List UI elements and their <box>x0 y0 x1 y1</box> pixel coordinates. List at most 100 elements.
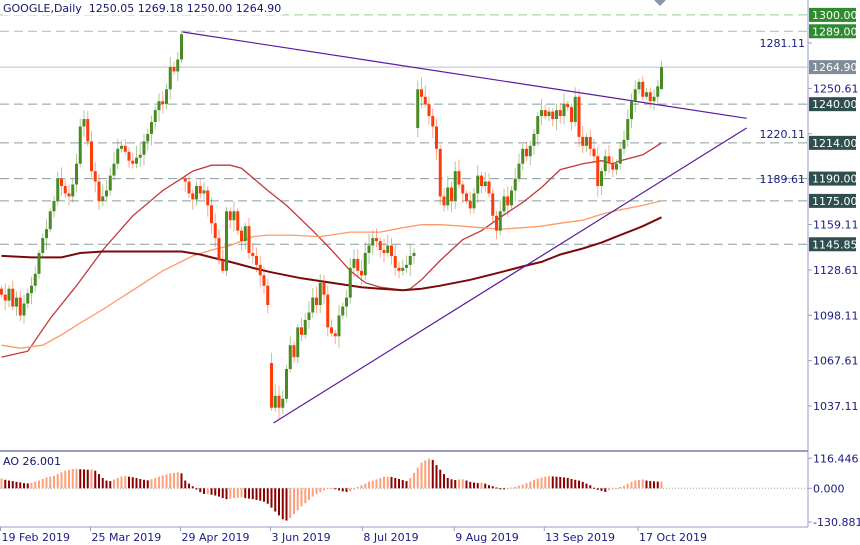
candle-bear[interactable] <box>93 171 97 182</box>
candle-bull[interactable] <box>348 267 352 298</box>
candle-bull[interactable] <box>626 119 630 140</box>
candle-bear[interactable] <box>596 156 600 187</box>
candle-bull[interactable] <box>521 148 525 164</box>
candle-bull[interactable] <box>656 86 660 97</box>
candle-bear[interactable] <box>292 345 296 358</box>
candle-bear[interactable] <box>221 260 225 271</box>
candle-bull[interactable] <box>307 312 311 320</box>
candle-bull[interactable] <box>318 282 322 306</box>
candle-bull[interactable] <box>281 398 285 408</box>
candle-bear[interactable] <box>18 297 22 316</box>
candle-bull[interactable] <box>157 101 161 111</box>
candle-bull[interactable] <box>573 96 577 123</box>
candle-bear[interactable] <box>450 187 453 201</box>
candle-bear[interactable] <box>277 395 281 408</box>
candle-bull[interactable] <box>120 145 123 149</box>
candle-bull[interactable] <box>71 184 75 197</box>
candle-bull[interactable] <box>536 116 540 134</box>
candle-bull[interactable] <box>367 245 371 253</box>
candle-bull[interactable] <box>56 178 60 201</box>
candle-bull[interactable] <box>453 171 457 201</box>
candle-bear[interactable] <box>495 215 498 231</box>
candle-bull[interactable] <box>633 89 637 102</box>
candle-bear[interactable] <box>123 145 127 152</box>
candle-bear[interactable] <box>191 193 195 200</box>
candle-bull[interactable] <box>202 190 206 194</box>
candle-bear[interactable] <box>270 363 273 408</box>
candle-bull[interactable] <box>363 252 367 276</box>
candle-bear[interactable] <box>300 327 303 335</box>
candle-bull[interactable] <box>660 67 663 90</box>
candle-bull[interactable] <box>108 175 112 191</box>
candle-bear[interactable] <box>465 193 468 201</box>
candle-bull[interactable] <box>232 211 236 221</box>
candle-bull[interactable] <box>52 200 56 212</box>
candle-bear[interactable] <box>491 193 495 216</box>
candle-bull[interactable] <box>645 92 648 97</box>
candle-bear[interactable] <box>11 288 15 307</box>
candle-bear[interactable] <box>577 96 581 137</box>
candle-bear[interactable] <box>468 200 472 209</box>
candle-bull[interactable] <box>555 110 558 120</box>
candle-bear[interactable] <box>461 184 465 194</box>
candle-bear[interactable] <box>641 81 645 97</box>
candle-bear[interactable] <box>607 156 611 164</box>
candle-bear[interactable] <box>566 104 570 108</box>
candle-bull[interactable] <box>401 267 405 271</box>
candle-bull[interactable] <box>416 89 420 128</box>
candle-bull[interactable] <box>562 104 566 117</box>
candle-bear[interactable] <box>255 255 258 265</box>
candle-bear[interactable] <box>558 110 562 117</box>
candle-bull[interactable] <box>517 163 521 179</box>
candle-bear[interactable] <box>97 181 101 201</box>
candle-bull[interactable] <box>303 319 307 335</box>
candle-bull[interactable] <box>371 238 375 246</box>
candle-bull[interactable] <box>637 81 641 90</box>
candle-bear[interactable] <box>247 226 251 253</box>
candle-bear[interactable] <box>90 141 93 172</box>
candle-bull[interactable] <box>472 193 476 209</box>
candle-bear[interactable] <box>187 181 191 194</box>
candle-bear[interactable] <box>648 92 652 102</box>
candle-bear[interactable] <box>262 275 266 286</box>
trendline-resistance[interactable] <box>182 31 747 119</box>
candle-bear[interactable] <box>378 241 382 250</box>
candle-bear[interactable] <box>0 288 3 295</box>
candle-bull[interactable] <box>296 327 300 358</box>
candle-bear[interactable] <box>240 230 243 242</box>
candle-bear[interactable] <box>236 211 240 231</box>
candle-bull[interactable] <box>7 288 11 301</box>
candle-bull[interactable] <box>622 139 626 149</box>
candle-bull[interactable] <box>285 369 288 399</box>
candle-bear[interactable] <box>60 178 63 187</box>
candle-bear[interactable] <box>360 270 363 276</box>
candle-bull[interactable] <box>146 133 150 142</box>
candle-bear[interactable] <box>543 110 547 117</box>
candle-bear[interactable] <box>198 186 202 194</box>
candle-bear[interactable] <box>210 205 213 224</box>
candle-bull[interactable] <box>150 122 153 134</box>
candle-bear[interactable] <box>438 148 442 197</box>
candle-bear[interactable] <box>397 267 401 271</box>
candle-bull[interactable] <box>105 190 108 197</box>
candle-bear[interactable] <box>63 186 67 194</box>
candle-bull[interactable] <box>225 211 228 271</box>
candle-bear[interactable] <box>506 196 510 206</box>
candle-bear[interactable] <box>161 101 165 105</box>
candle-bear[interactable] <box>322 282 326 295</box>
candle-bear[interactable] <box>431 116 435 127</box>
candle-bull[interactable] <box>15 297 18 307</box>
candle-bull[interactable] <box>513 178 517 191</box>
candle-bear[interactable] <box>183 178 187 182</box>
candle-bull[interactable] <box>532 133 536 146</box>
candle-bear[interactable] <box>131 160 135 164</box>
candle-bear[interactable] <box>435 126 438 149</box>
candle-bear[interactable] <box>326 294 330 328</box>
candle-bear[interactable] <box>333 333 337 337</box>
trendline-support[interactable] <box>273 127 747 424</box>
candle-bull[interactable] <box>153 110 157 123</box>
candle-bear[interactable] <box>67 193 71 197</box>
candle-bear[interactable] <box>588 136 592 149</box>
candle-bear[interactable] <box>420 89 423 97</box>
